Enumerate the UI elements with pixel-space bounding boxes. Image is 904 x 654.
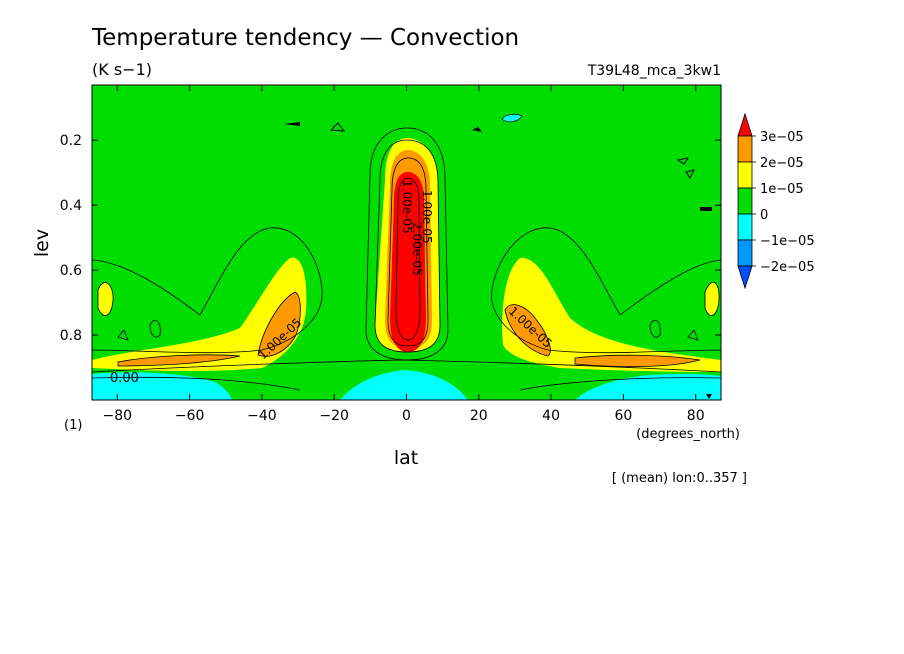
x-tick-label: 80 [687, 408, 705, 424]
heating-region-south-yellow [92, 257, 307, 371]
contour-speck-1 [284, 122, 300, 126]
heating-blob-south-edge [97, 282, 114, 316]
x-tick-label: −20 [319, 408, 349, 424]
x-tick-label: −40 [247, 408, 277, 424]
x-tick-label: −60 [175, 408, 205, 424]
heating-band-north-orange [574, 354, 701, 368]
x-axis-units: (degrees_north) [636, 427, 740, 442]
cooling-region-north [575, 373, 721, 400]
contour-label: 1.00e-05 [400, 180, 414, 234]
legend-swatch [737, 187, 753, 215]
y-tick-label: 0.2 [60, 133, 82, 149]
x-tick-label: 60 [614, 408, 632, 424]
legend-label: −1e−05 [760, 234, 815, 249]
legend-label: −2e−05 [760, 260, 815, 275]
contour-label: 0.00 [110, 371, 139, 386]
x-axis: −80 −60 −40 −20 0 20 40 60 80 [103, 85, 705, 424]
contour-speck-7 [706, 394, 712, 399]
x-tick-label: −80 [103, 408, 133, 424]
legend-label: 0 [760, 208, 768, 223]
y-axis-title: lev [31, 229, 53, 257]
legend-swatch [737, 213, 753, 241]
contour-speck-2 [329, 122, 346, 132]
heating-region-north-yellow [502, 257, 721, 372]
legend-label: 2e−05 [760, 156, 804, 171]
legend-swatch [737, 161, 753, 189]
legend-swatch [737, 112, 753, 137]
legend-swatch [737, 265, 753, 290]
y-tick-label: 0.4 [60, 198, 82, 214]
x-tick-label: 0 [402, 408, 411, 424]
legend-swatch [737, 239, 753, 267]
legend-swatch [737, 135, 753, 163]
contour-label: 1.00e-05 [420, 190, 434, 244]
heating-region-south-orange [257, 291, 301, 357]
y-axis: 0.2 0.4 0.6 0.8 [60, 133, 721, 344]
cooling-region-south [92, 372, 232, 400]
heating-region-north-orange [504, 304, 551, 357]
run-label: T39L48_mca_3kw1 [587, 63, 721, 79]
cooling-region-equator [340, 370, 468, 400]
legend-label: 3e−05 [760, 130, 804, 145]
x-axis-title: lat [394, 447, 418, 469]
x-tick-label: 20 [470, 408, 488, 424]
y-tick-label: 0.6 [60, 263, 82, 279]
contour-speck-6 [700, 207, 712, 211]
contour-label: 2.00e-05 [410, 222, 424, 276]
contour-lines [92, 127, 721, 391]
legend: 3e−05 2e−05 1e−05 0 −1e−05 −2e−05 [737, 112, 815, 290]
contour-speck-5 [685, 169, 695, 179]
chart-title: Temperature tendency — Convection [91, 25, 519, 51]
contour-speck-3 [472, 127, 482, 132]
units-label: (K s−1) [92, 60, 152, 79]
plot-area: 1.00e-05 1.00e-05 1.00e-05 2.00e-05 1.00… [92, 85, 721, 400]
heating-band-south-orange [117, 354, 241, 367]
legend-label: 1e−05 [760, 182, 804, 197]
cooling-spot-top [501, 113, 523, 123]
y-axis-units: (1) [64, 418, 82, 433]
contour-speck-4 [676, 157, 690, 165]
footnote: [ (mean) lon:0..357 ] [612, 471, 747, 486]
y-tick-label: 0.8 [60, 328, 82, 344]
convection-red [390, 172, 426, 352]
x-tick-label: 40 [542, 408, 560, 424]
heating-blob-north-edge [704, 281, 720, 316]
